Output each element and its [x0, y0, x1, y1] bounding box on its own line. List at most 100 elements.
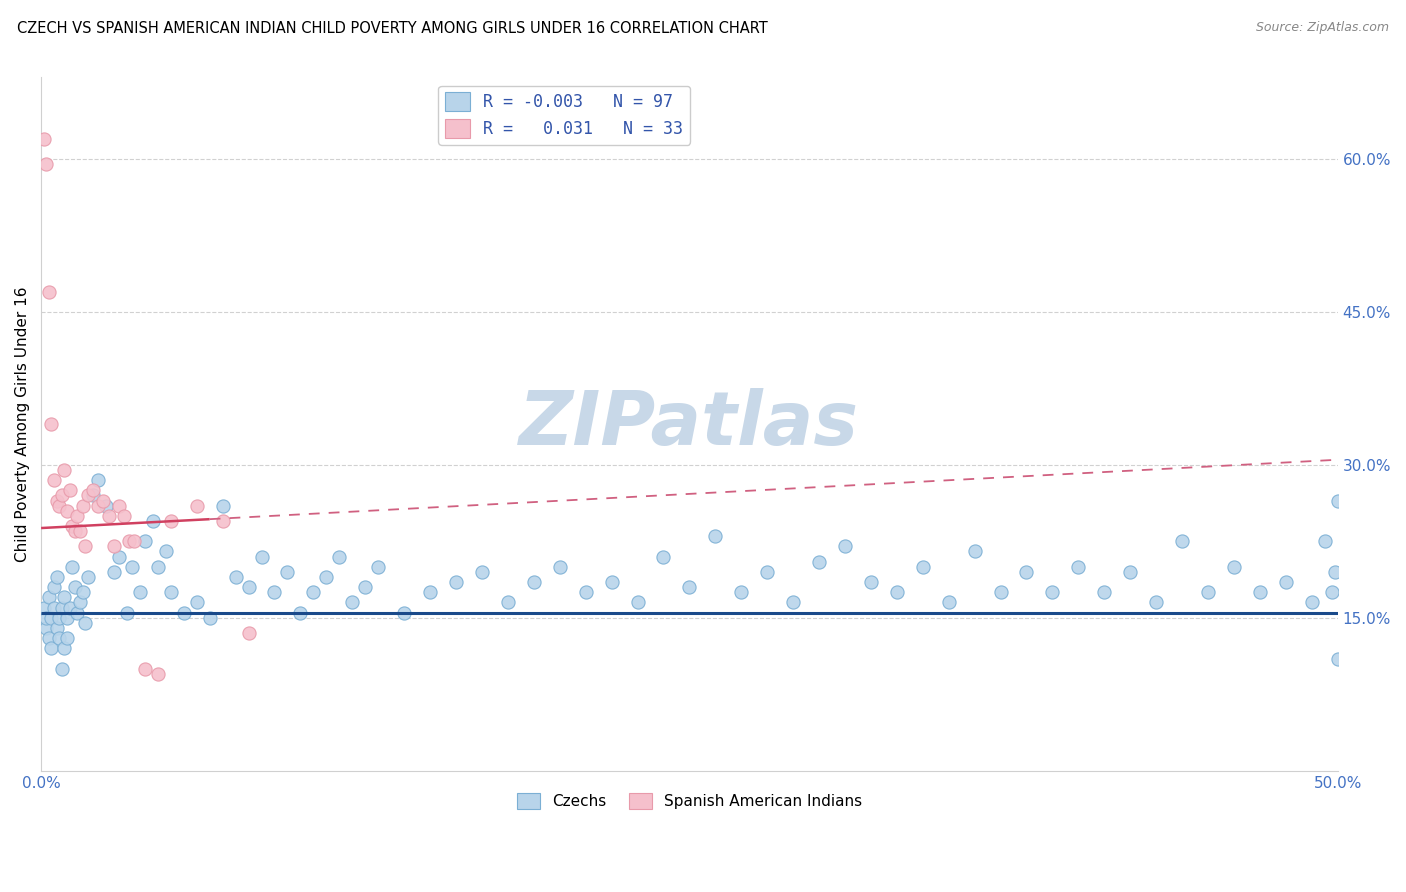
Point — [53, 591, 76, 605]
Point — [42, 580, 65, 594]
Point — [51, 488, 73, 502]
Point — [35, 611, 58, 625]
Point — [76, 570, 98, 584]
Point — [56, 611, 79, 625]
Point — [419, 585, 441, 599]
Point — [600, 575, 623, 590]
Point — [93, 493, 115, 508]
Point — [87, 473, 110, 487]
Point — [45, 493, 67, 508]
Point — [56, 504, 79, 518]
Point — [1249, 585, 1271, 599]
Point — [35, 621, 58, 635]
Legend: Czechs, Spanish American Indians: Czechs, Spanish American Indians — [510, 787, 869, 815]
Point — [75, 540, 97, 554]
Point — [103, 540, 125, 554]
Point — [75, 615, 97, 630]
Point — [328, 549, 350, 564]
Point — [756, 565, 779, 579]
Point — [48, 631, 70, 645]
Point — [94, 499, 117, 513]
Point — [211, 514, 233, 528]
Point — [1313, 534, 1336, 549]
Point — [87, 499, 110, 513]
Point — [263, 585, 285, 599]
Point — [121, 559, 143, 574]
Point — [186, 595, 208, 609]
Point — [66, 508, 89, 523]
Point — [134, 534, 156, 549]
Point — [1042, 585, 1064, 599]
Point — [730, 585, 752, 599]
Point — [45, 621, 67, 635]
Point — [142, 514, 165, 528]
Point — [124, 534, 146, 549]
Point — [367, 559, 389, 574]
Point — [186, 499, 208, 513]
Point — [56, 631, 79, 645]
Point — [72, 585, 94, 599]
Point — [103, 565, 125, 579]
Point — [41, 417, 63, 431]
Point — [782, 595, 804, 609]
Point — [155, 544, 177, 558]
Point — [444, 575, 467, 590]
Point — [60, 519, 83, 533]
Point — [1171, 534, 1194, 549]
Point — [173, 606, 195, 620]
Point — [146, 666, 169, 681]
Point — [704, 529, 727, 543]
Point — [1144, 595, 1167, 609]
Point — [35, 157, 58, 171]
Point — [1324, 565, 1347, 579]
Point — [548, 559, 571, 574]
Point — [1326, 651, 1348, 665]
Point — [60, 559, 83, 574]
Point — [115, 606, 138, 620]
Point — [1092, 585, 1115, 599]
Point — [1067, 559, 1090, 574]
Point — [63, 524, 86, 538]
Point — [63, 580, 86, 594]
Point — [342, 595, 364, 609]
Text: CZECH VS SPANISH AMERICAN INDIAN CHILD POVERTY AMONG GIRLS UNDER 16 CORRELATION : CZECH VS SPANISH AMERICAN INDIAN CHILD P… — [17, 21, 768, 37]
Point — [1015, 565, 1038, 579]
Point — [159, 514, 181, 528]
Point — [66, 606, 89, 620]
Point — [1223, 559, 1246, 574]
Point — [198, 611, 221, 625]
Point — [108, 499, 131, 513]
Point — [32, 131, 55, 145]
Point — [108, 549, 131, 564]
Point — [354, 580, 377, 594]
Point — [276, 565, 298, 579]
Point — [118, 534, 141, 549]
Point — [38, 591, 60, 605]
Point — [42, 473, 65, 487]
Point — [72, 499, 94, 513]
Point — [225, 570, 247, 584]
Point — [112, 508, 135, 523]
Point — [250, 549, 273, 564]
Point — [496, 595, 519, 609]
Point — [69, 524, 91, 538]
Point — [82, 488, 104, 502]
Point — [51, 662, 73, 676]
Point — [808, 555, 831, 569]
Point — [834, 540, 856, 554]
Point — [652, 549, 675, 564]
Point — [1322, 585, 1344, 599]
Point — [38, 631, 60, 645]
Point — [859, 575, 882, 590]
Point — [678, 580, 700, 594]
Point — [963, 544, 986, 558]
Point — [41, 641, 63, 656]
Point — [626, 595, 648, 609]
Point — [42, 600, 65, 615]
Point — [48, 611, 70, 625]
Point — [911, 559, 934, 574]
Point — [523, 575, 546, 590]
Text: ZIPatlas: ZIPatlas — [519, 387, 859, 460]
Point — [290, 606, 312, 620]
Point — [53, 463, 76, 477]
